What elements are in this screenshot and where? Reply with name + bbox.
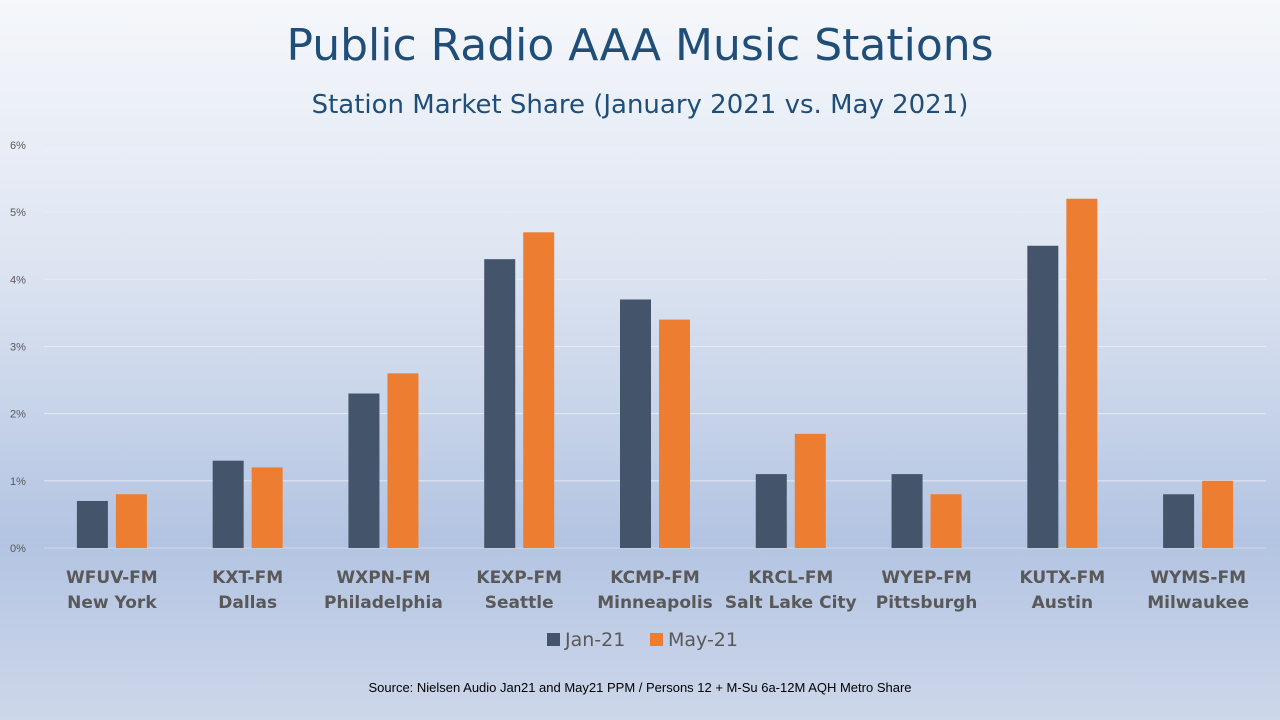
x-tick-label-station: WXPN-FM — [336, 568, 430, 588]
bar-jan-21-kexp-fm — [484, 259, 516, 548]
legend-label: Jan-21 — [564, 629, 625, 651]
bar-may-21-wyep-fm — [930, 494, 962, 548]
bars — [76, 198, 1234, 549]
y-tick-label: 6% — [10, 140, 26, 152]
x-tick-label-city: Philadelphia — [324, 593, 443, 613]
x-tick-label-city: Salt Lake City — [725, 593, 857, 613]
x-tick-label-station: KEXP-FM — [476, 568, 562, 588]
bar-jan-21-kcmp-fm — [620, 299, 651, 548]
x-tick-label-station: KXT-FM — [212, 568, 283, 588]
legend: Jan-21 May-21 — [547, 629, 738, 651]
bar-jan-21-wyms-fm — [1163, 494, 1195, 548]
bar-may-21-kxt-fm — [251, 467, 283, 548]
bar-may-21-kutx-fm — [1066, 198, 1098, 548]
y-tick-label: 2% — [10, 409, 26, 421]
x-tick-label-station: WFUV-FM — [66, 568, 158, 588]
source-note: Source: Nielsen Audio Jan21 and May21 PP… — [368, 680, 912, 695]
x-tick-label-station: WYMS-FM — [1150, 568, 1246, 588]
y-axis: 0% 1% 2% 3% 4% 5% 6% — [10, 140, 26, 555]
gridlines — [44, 144, 1266, 549]
y-tick-label: 3% — [10, 342, 26, 354]
bar-jan-21-wfuv-fm — [76, 500, 108, 548]
x-tick-label-city: Milwaukee — [1147, 593, 1249, 613]
x-tick-label-station: KRCL-FM — [748, 568, 833, 588]
legend-swatch — [547, 633, 560, 646]
x-tick-label-city: Austin — [1032, 593, 1093, 613]
y-tick-label: 5% — [10, 207, 26, 219]
x-tick-label-station: KCMP-FM — [610, 568, 700, 588]
bar-may-21-kexp-fm — [523, 232, 555, 549]
chart-title: Public Radio AAA Music Stations — [286, 20, 994, 71]
bar-may-21-wyms-fm — [1202, 480, 1234, 548]
x-axis: WFUV-FM New York KXT-FM Dallas WXPN-FM Philad… — [66, 568, 1249, 613]
legend-label: May-21 — [668, 629, 738, 651]
x-tick-label-station: KUTX-FM — [1020, 568, 1106, 588]
y-tick-label: 4% — [10, 274, 26, 286]
bar-jan-21-kxt-fm — [212, 460, 244, 548]
x-tick-label-city: Minneapolis — [597, 593, 713, 613]
x-tick-label-city: Dallas — [218, 593, 277, 613]
x-tick-label-city: Pittsburgh — [876, 593, 978, 613]
bar-jan-21-wyep-fm — [891, 474, 923, 548]
chart-subtitle: Station Market Share (January 2021 vs. M… — [311, 90, 969, 120]
bar-may-21-kcmp-fm — [659, 319, 690, 548]
x-tick-label-station: WYEP-FM — [881, 568, 971, 588]
bar-may-21-krcl-fm — [794, 433, 826, 548]
bar-may-21-wfuv-fm — [115, 494, 147, 548]
legend-swatch — [650, 633, 663, 646]
x-tick-label-city: Seattle — [485, 593, 554, 613]
bar-jan-21-krcl-fm — [755, 474, 787, 548]
bar-may-21-wxpn-fm — [387, 373, 419, 548]
bar-jan-21-wxpn-fm — [348, 393, 380, 548]
y-tick-label: 0% — [10, 543, 26, 555]
bar-jan-21-kutx-fm — [1027, 245, 1059, 548]
y-tick-label: 1% — [10, 476, 26, 488]
x-tick-label-city: New York — [67, 593, 157, 613]
